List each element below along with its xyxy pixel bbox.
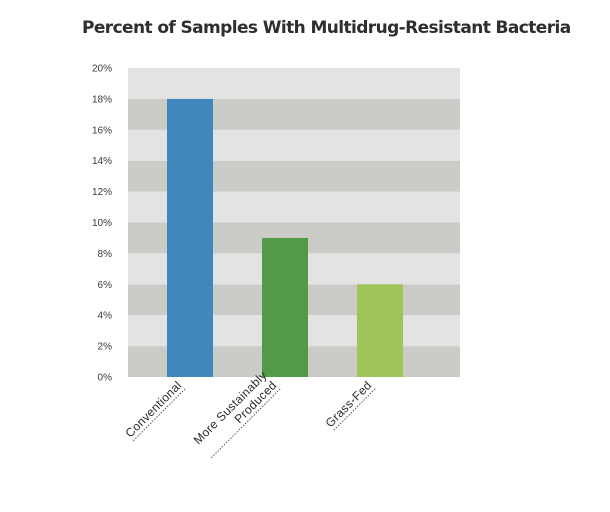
y-tick-label: 8% [98,249,113,260]
chart-title: Percent of Samples With Multidrug-Resist… [82,18,571,38]
bar-conventional [167,98,213,378]
category-label: Conventional [122,378,184,440]
y-tick-label: 18% [92,94,112,105]
category-underline [132,388,186,442]
y-tick-label: 16% [92,125,112,136]
bar-grass-fed [357,284,403,377]
y-axis-tick-labels: 0% 2% 4% 6% 8% 10% 12% 14% 16% 18% 20% [92,64,112,384]
bar-more-sustainably-produced [262,237,308,377]
bars [167,98,403,378]
y-tick-label: 2% [98,342,113,353]
y-tick-label: 6% [98,280,113,291]
grid-band [128,68,460,99]
category-underline [210,388,281,459]
y-tick-label: 12% [92,187,112,198]
y-tick-label: 4% [98,311,113,322]
y-tick-label: 14% [92,156,112,167]
category-label-group: Conventional [122,378,186,442]
category-underline [332,388,376,432]
y-tick-label: 20% [92,64,112,75]
y-tick-label: 10% [92,218,112,229]
category-label-group: Grass-Fed [323,378,376,432]
category-label: Grass-Fed [323,378,375,430]
y-tick-label: 0% [98,373,113,384]
